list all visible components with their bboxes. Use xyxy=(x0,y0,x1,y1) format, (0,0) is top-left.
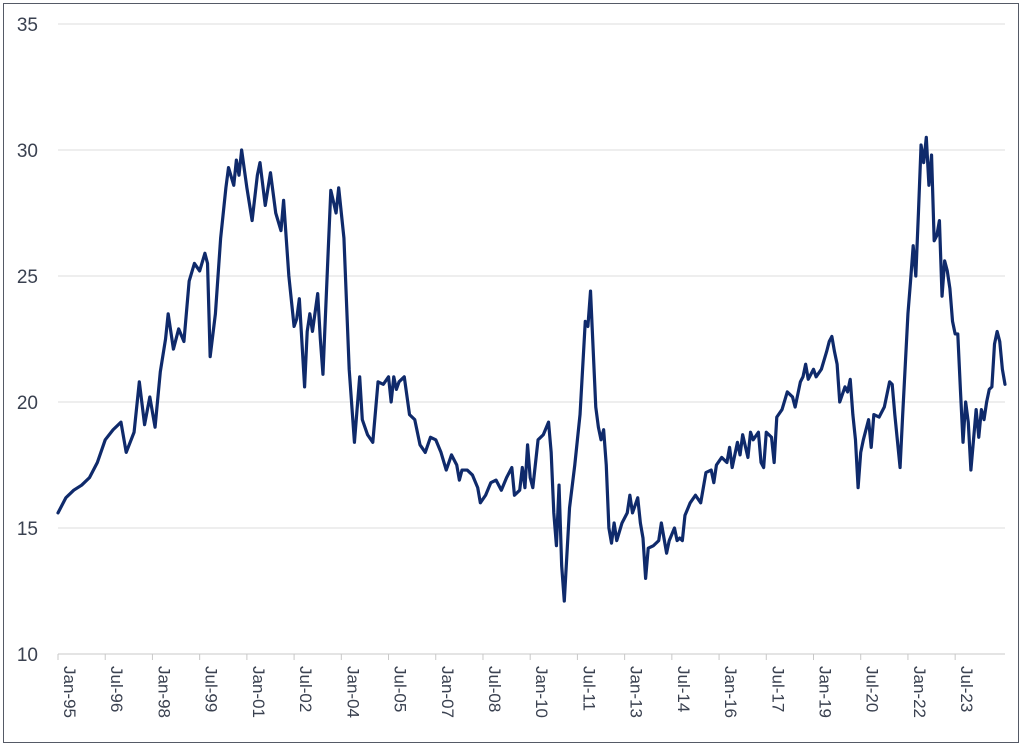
x-axis-ticks: Jan-95 Jul-96 Jan-98 Jul-99 Jan-01 Jul-02 Jan-… xyxy=(57,654,976,718)
x-tick-label: Jul-96 xyxy=(107,666,126,712)
x-tick-label: Jul-08 xyxy=(485,666,504,712)
x-tick-label: Jan-04 xyxy=(343,666,362,718)
x-tick-label: Jul-11 xyxy=(579,666,598,711)
y-tick-label: 25 xyxy=(17,267,38,288)
series-line xyxy=(56,135,1007,603)
gridlines xyxy=(58,23,1005,655)
x-tick-label: Jul-17 xyxy=(768,666,787,712)
x-tick-label: Jul-14 xyxy=(674,666,693,712)
y-tick-label: 30 xyxy=(17,141,38,162)
x-tick-label: Jan-10 xyxy=(532,666,551,718)
y-axis-ticks: 10 15 20 25 30 35 xyxy=(17,15,38,666)
x-tick-label: Jan-13 xyxy=(627,666,646,718)
x-tick-label: Jul-23 xyxy=(957,666,976,712)
y-tick-label: 35 xyxy=(17,15,38,36)
x-tick-label: Jul-20 xyxy=(863,666,882,712)
x-tick-label: Jul-02 xyxy=(296,666,315,712)
x-tick-label: Jan-07 xyxy=(438,666,457,718)
chart-frame xyxy=(3,3,1019,743)
x-tick-label: Jan-98 xyxy=(154,666,173,718)
x-tick-label: Jan-16 xyxy=(721,666,740,718)
x-tick-label: Jul-99 xyxy=(202,666,221,712)
x-tick-label: Jan-22 xyxy=(910,666,929,718)
y-tick-label: 15 xyxy=(17,519,38,540)
x-tick-label: Jan-01 xyxy=(249,666,268,718)
y-tick-label: 20 xyxy=(17,393,38,414)
y-tick-label: 10 xyxy=(17,645,38,666)
x-tick-label: Jul-05 xyxy=(391,666,410,712)
x-tick-label: Jan-95 xyxy=(60,666,79,718)
x-tick-label: Jan-19 xyxy=(816,666,835,718)
